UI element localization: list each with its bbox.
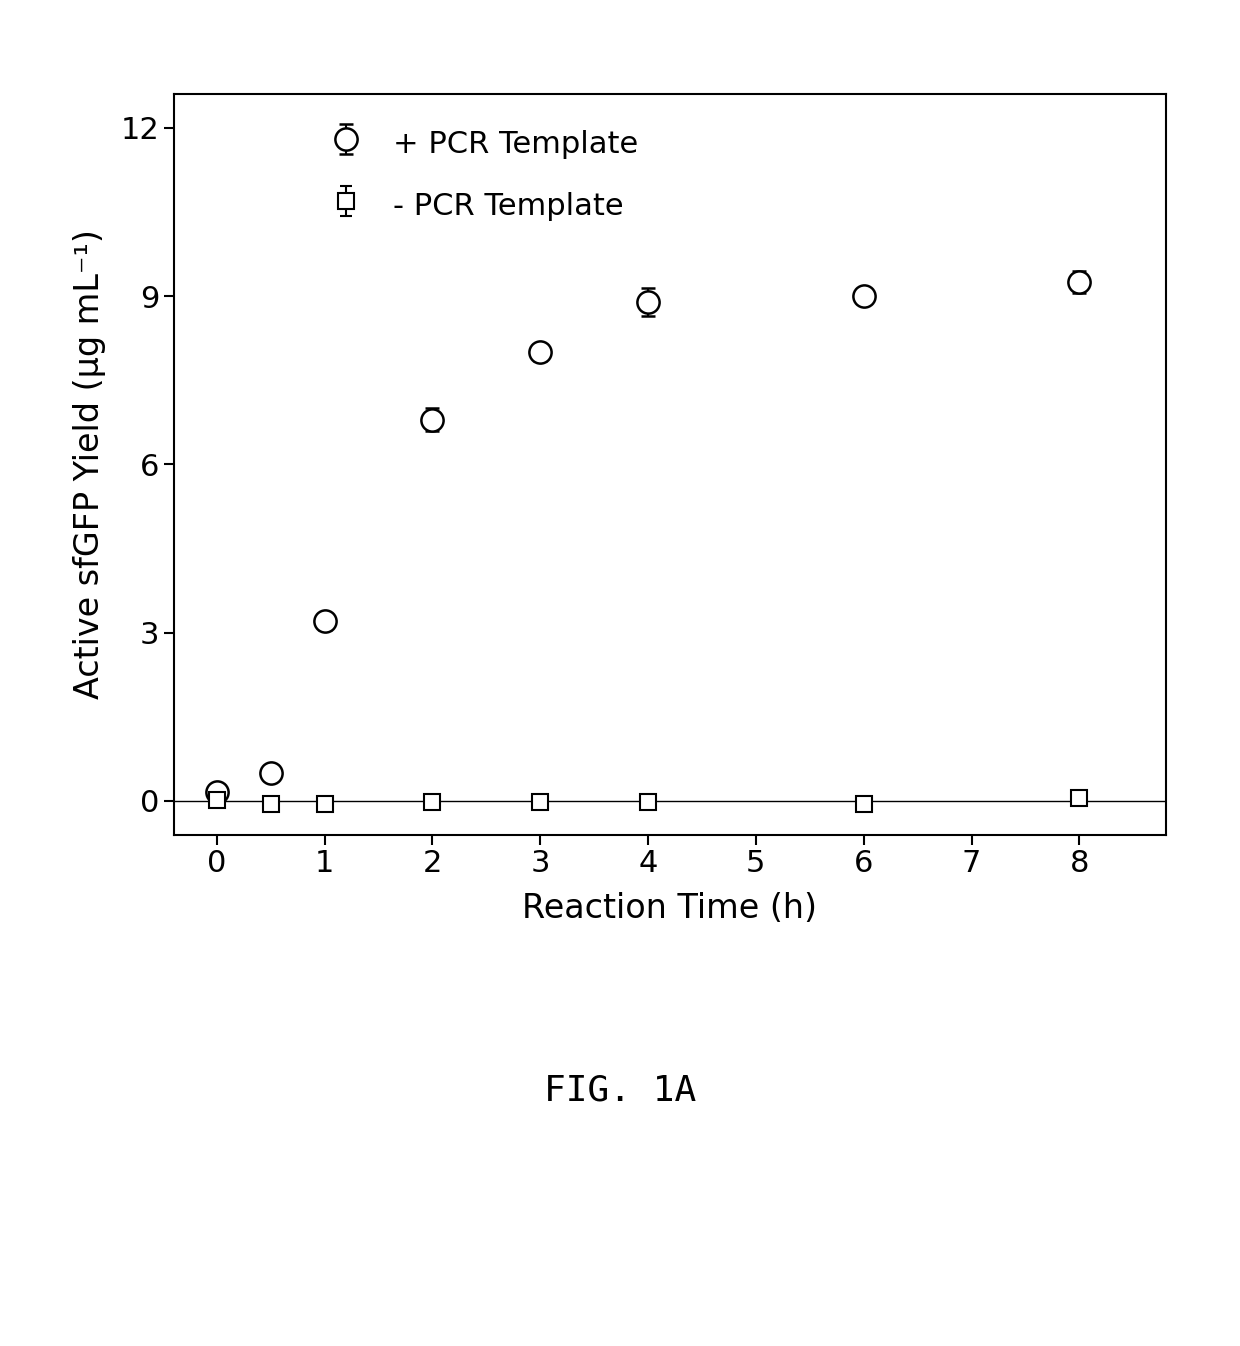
Legend: + PCR Template, - PCR Template: + PCR Template, - PCR Template xyxy=(308,109,653,240)
Text: FIG. 1A: FIG. 1A xyxy=(544,1073,696,1108)
X-axis label: Reaction Time (h): Reaction Time (h) xyxy=(522,892,817,925)
Y-axis label: Active sfGFP Yield (μg mL⁻¹): Active sfGFP Yield (μg mL⁻¹) xyxy=(73,229,107,700)
